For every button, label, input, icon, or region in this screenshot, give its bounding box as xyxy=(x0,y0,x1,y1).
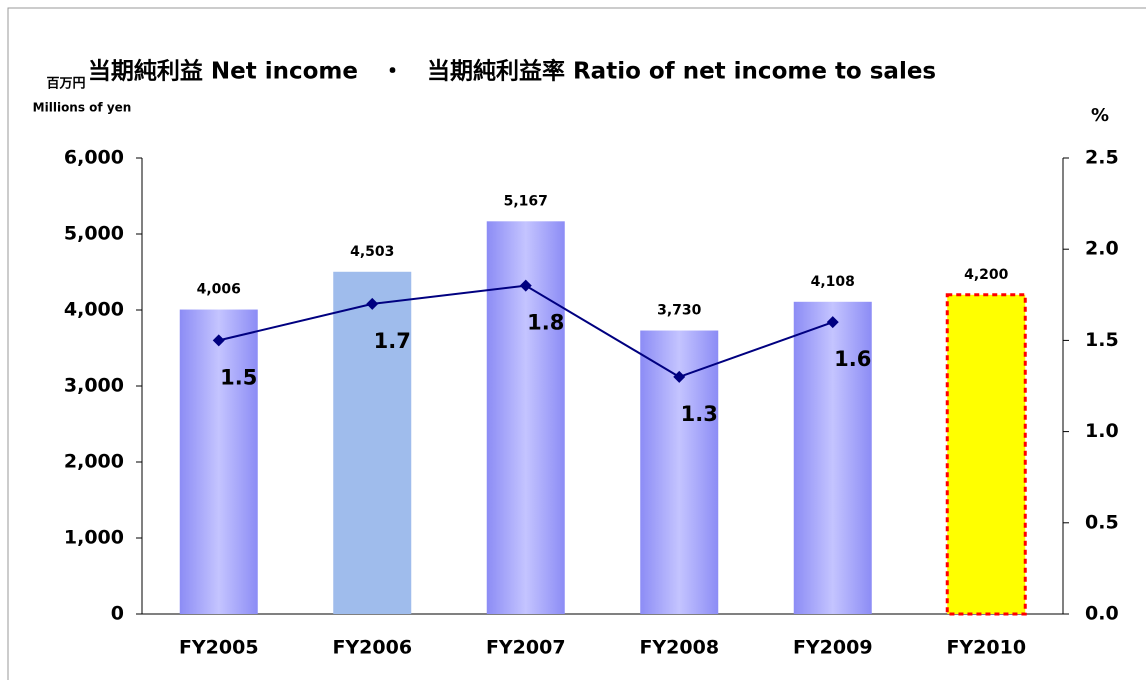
y-tick-label: 2,000 xyxy=(64,451,124,473)
y2-tick-label: 1.5 xyxy=(1085,329,1119,351)
bar-value-label: 4,503 xyxy=(350,244,394,260)
y-tick-label: 4,000 xyxy=(64,299,124,321)
y2-tick-label: 0.0 xyxy=(1085,603,1119,625)
bar-value-label: 5,167 xyxy=(504,193,548,209)
line-marker xyxy=(519,279,532,292)
line-marker xyxy=(212,334,225,347)
y2-tick-label: 0.5 xyxy=(1085,511,1119,533)
y2-tick-label: 2.5 xyxy=(1085,147,1119,169)
x-tick-label: FY2010 xyxy=(946,637,1026,659)
line-marker xyxy=(826,316,839,329)
x-tick-label: FY2008 xyxy=(639,637,719,659)
x-tick-label: FY2009 xyxy=(793,637,873,659)
bar xyxy=(945,293,1027,616)
x-tick-label: FY2006 xyxy=(332,637,412,659)
line-marker xyxy=(366,297,379,310)
line-value-label: 1.3 xyxy=(681,402,718,426)
bar xyxy=(793,301,872,614)
y2-tick-label: 1.0 xyxy=(1085,420,1119,442)
y-tick-label: 1,000 xyxy=(64,527,124,549)
y-axis-label: 百万円 xyxy=(46,77,85,92)
y-tick-label: 3,000 xyxy=(64,375,124,397)
y2-tick-label: 2.0 xyxy=(1085,238,1119,260)
y-tick-label: 0 xyxy=(111,603,124,625)
bar-value-label: 3,730 xyxy=(657,303,702,319)
line-value-label: 1.6 xyxy=(834,347,871,371)
bar-value-label: 4,200 xyxy=(964,267,1009,283)
y2-axis-label: % xyxy=(1091,105,1109,126)
chart-title: 当期純利益 Net income ・ 当期純利益率 Ratio of net i… xyxy=(88,58,936,85)
bar-value-label: 4,108 xyxy=(811,274,855,290)
y-tick-label: 6,000 xyxy=(64,147,124,169)
bar xyxy=(179,309,258,614)
y-tick-label: 5,000 xyxy=(64,223,124,245)
line-value-label: 1.8 xyxy=(527,311,564,335)
x-tick-label: FY2007 xyxy=(486,637,566,659)
x-tick-label: FY2005 xyxy=(179,637,259,659)
line-marker xyxy=(673,370,686,383)
line-value-label: 1.7 xyxy=(374,329,411,353)
bar-value-label: 4,006 xyxy=(197,282,241,298)
line-value-label: 1.5 xyxy=(220,365,257,389)
bar xyxy=(333,271,412,614)
y-axis-sublabel: Millions of yen xyxy=(33,101,132,115)
frame xyxy=(7,7,1146,680)
